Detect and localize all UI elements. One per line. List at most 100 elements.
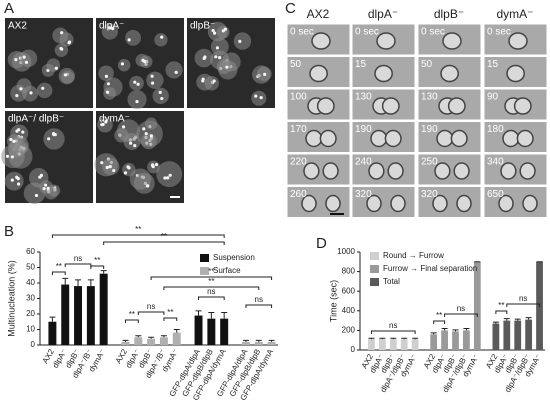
time-label: 340 — [487, 157, 504, 168]
y-tick-label: 0 — [31, 340, 36, 349]
bar — [134, 337, 143, 345]
error-bar — [463, 327, 470, 331]
cell — [456, 194, 472, 213]
nucleus — [143, 59, 147, 64]
nucleus — [238, 39, 242, 43]
bar — [452, 331, 459, 350]
significance-bracket — [51, 271, 66, 275]
bar — [61, 284, 70, 345]
significance-bracket — [51, 234, 225, 238]
nucleus — [67, 40, 72, 44]
bar — [267, 341, 276, 345]
panel-label: D — [316, 235, 327, 252]
time-label: 50 — [421, 59, 433, 70]
nucleus — [254, 94, 258, 98]
bar — [159, 337, 168, 345]
error-bar — [100, 270, 107, 274]
legend-swatch — [200, 254, 209, 262]
cell — [59, 32, 74, 47]
nucleus — [105, 90, 110, 94]
cell — [508, 32, 528, 50]
time-label: 190 — [421, 124, 438, 135]
error-bar — [122, 339, 129, 342]
nucleus — [34, 193, 39, 198]
significance-label: ** — [498, 301, 504, 310]
legend-label: Total — [383, 277, 400, 286]
error-bar — [514, 318, 521, 321]
nucleus — [168, 173, 172, 177]
significance-bracket — [444, 313, 478, 317]
nucleus — [108, 26, 112, 30]
significance-label: ns — [519, 294, 527, 303]
significance-label: ns — [389, 321, 397, 330]
nucleus — [120, 62, 125, 66]
cell — [442, 32, 462, 50]
nucleus — [21, 130, 25, 134]
significance-bracket — [370, 330, 416, 334]
time-label: 15 — [355, 59, 367, 70]
bar — [389, 339, 397, 350]
time-label: 320 — [421, 189, 438, 200]
significance-bracket — [64, 263, 92, 267]
nucleus — [108, 165, 112, 169]
cell — [117, 58, 131, 72]
error-bar — [401, 337, 408, 340]
nucleus — [149, 134, 153, 138]
bar — [503, 320, 511, 350]
significance-bracket — [150, 276, 273, 280]
column-header: dlpB⁻ — [434, 7, 464, 21]
cell — [251, 90, 267, 106]
significance-label: ** — [167, 308, 173, 317]
bar — [74, 286, 83, 345]
cell — [450, 129, 468, 148]
nucleus — [16, 182, 21, 186]
nucleus — [111, 27, 115, 31]
column-header: AX2 — [307, 7, 330, 21]
column-header: dymA⁻ — [496, 7, 533, 21]
cell — [125, 29, 141, 46]
nucleus — [259, 95, 263, 100]
cell — [453, 162, 470, 180]
cell — [432, 194, 448, 213]
error-bar — [148, 336, 155, 339]
nucleus — [105, 165, 109, 170]
tile-label: dlpA⁻ — [99, 21, 124, 32]
nucleus — [15, 129, 19, 133]
legend-swatch — [370, 278, 379, 286]
error-bar — [430, 332, 437, 335]
significance-label: ** — [436, 311, 442, 320]
nucleus — [5, 154, 10, 158]
significance-label: ** — [56, 262, 62, 271]
tile-label: dlpA⁻/ dlpB⁻ — [8, 114, 64, 125]
nucleus — [9, 137, 13, 142]
time-label: 250 — [421, 157, 438, 168]
significance-label: ns — [457, 304, 465, 313]
legend-label: Round → Furrow — [383, 251, 444, 260]
cell — [97, 116, 113, 133]
cell — [39, 180, 54, 194]
bar — [463, 330, 470, 350]
panel-label: A — [4, 0, 14, 17]
column-header: dlpA⁻ — [368, 7, 398, 21]
nucleus — [29, 91, 33, 95]
error-bar — [49, 316, 56, 322]
significance-bracket — [103, 241, 225, 245]
cell — [436, 129, 454, 148]
bar — [241, 341, 250, 345]
bar — [99, 273, 108, 345]
significance-label: ** — [161, 232, 167, 241]
error-bar — [62, 277, 69, 285]
y-tick-label: 800 — [342, 267, 356, 276]
cell — [58, 67, 76, 85]
significance-label: ns — [207, 287, 215, 296]
y-tick-label: 20 — [26, 309, 35, 318]
nucleus — [53, 133, 57, 137]
time-label: 180 — [487, 124, 504, 135]
nucleus — [129, 141, 133, 145]
bar — [473, 261, 481, 350]
error-bar — [390, 337, 397, 340]
bar — [147, 338, 156, 345]
cell — [440, 64, 459, 83]
significance-label: ** — [208, 267, 214, 276]
